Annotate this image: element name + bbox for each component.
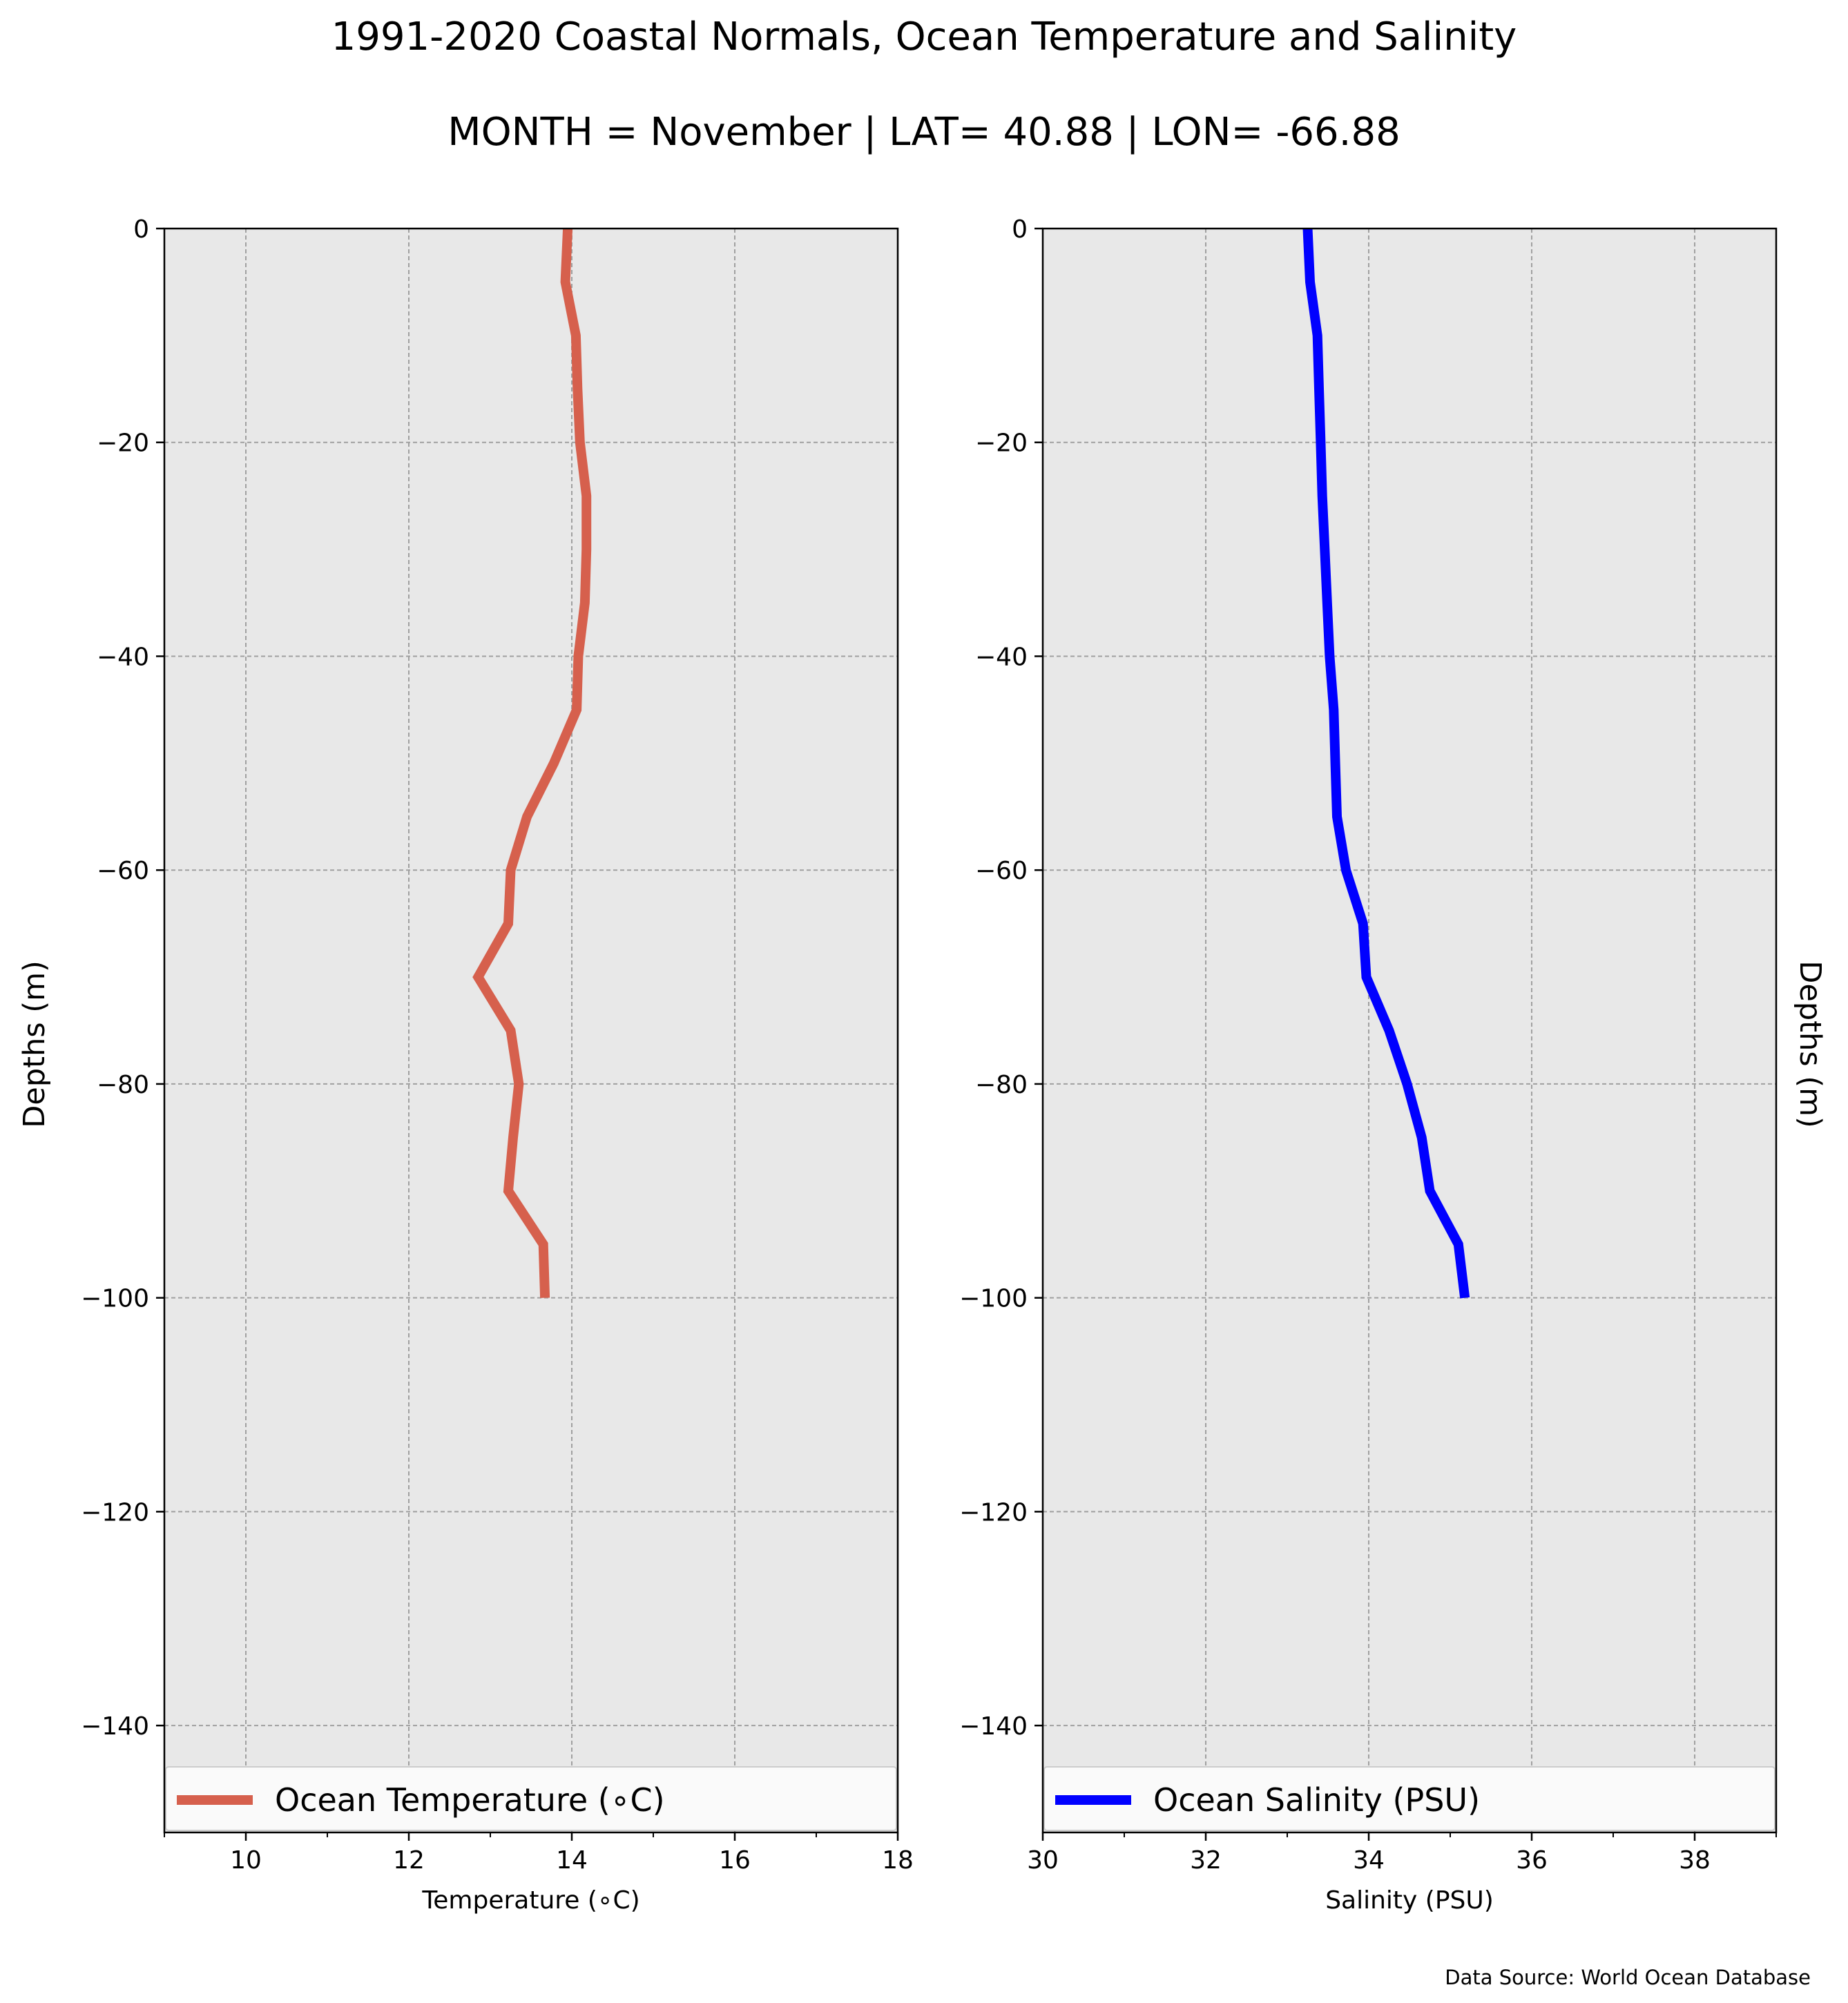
y-tick-label: −80 xyxy=(97,1071,149,1099)
legend-label: Ocean Salinity (PSU) xyxy=(1153,1781,1480,1819)
data-source-note: Data Source: World Ocean Database xyxy=(1445,1966,1811,1989)
y-tick-label: 0 xyxy=(1012,215,1028,244)
x-axis-label: Salinity (PSU) xyxy=(1325,1886,1494,1915)
axes-frame xyxy=(1041,227,1778,1834)
x-tick-label: 30 xyxy=(1027,1846,1059,1875)
salinity-panel: Ocean Salinity (PSU) 0 −20 −40 −60 −80 −100 −12… xyxy=(959,215,1827,1915)
x-tick-label: 14 xyxy=(556,1846,588,1875)
figure-title: 1991-2020 Coastal Normals, Ocean Tempera… xyxy=(331,14,1517,59)
legend-label: Ocean Temperature (∘C) xyxy=(275,1781,665,1819)
axes-face xyxy=(1043,229,1776,1832)
x-tick-label: 32 xyxy=(1190,1846,1222,1875)
y-axis-label: Depths (m) xyxy=(17,960,52,1128)
temperature-panel: Ocean Temperature (∘C) 0 −20 −40 −60 −80 −100 −… xyxy=(17,215,914,1915)
y-tick-label: −40 xyxy=(97,643,149,671)
axes-frame xyxy=(163,227,899,1834)
x-tick-label: 38 xyxy=(1679,1846,1711,1875)
y-tick-label: −100 xyxy=(959,1285,1028,1313)
x-axis-label: Temperature (∘C) xyxy=(421,1886,639,1915)
x-tick-label: 18 xyxy=(882,1846,914,1875)
x-tick-label: 12 xyxy=(393,1846,425,1875)
y-tick-label: −140 xyxy=(959,1712,1028,1741)
legend-box xyxy=(165,1766,897,1831)
y-tick-label: −40 xyxy=(975,643,1028,671)
y-tick-label: −60 xyxy=(975,857,1028,885)
y-tick-label: 0 xyxy=(133,215,149,244)
legend-box xyxy=(1043,1766,1775,1831)
y-tick-label: −120 xyxy=(81,1498,149,1527)
series-line-salinity xyxy=(1302,228,1470,1299)
x-tick-label: 10 xyxy=(230,1846,262,1875)
y-tick-label: −120 xyxy=(959,1498,1028,1527)
y-tick-label: −100 xyxy=(81,1285,149,1313)
x-tick-label: 16 xyxy=(719,1846,751,1875)
y-axis-label: Depths (m) xyxy=(1793,960,1827,1128)
figure-subtitle: MONTH = November | LAT= 40.88 | LON= -66… xyxy=(447,110,1401,155)
y-tick-label: −20 xyxy=(975,429,1028,458)
series-line-temperature xyxy=(472,228,592,1298)
y-tick-label: −80 xyxy=(975,1071,1028,1099)
x-tick-label: 34 xyxy=(1353,1846,1385,1875)
y-tick-label: −60 xyxy=(97,857,149,885)
x-tick-label: 36 xyxy=(1516,1846,1548,1875)
y-tick-label: −20 xyxy=(97,429,149,458)
y-tick-label: −140 xyxy=(81,1712,149,1741)
axes-face xyxy=(164,229,898,1832)
